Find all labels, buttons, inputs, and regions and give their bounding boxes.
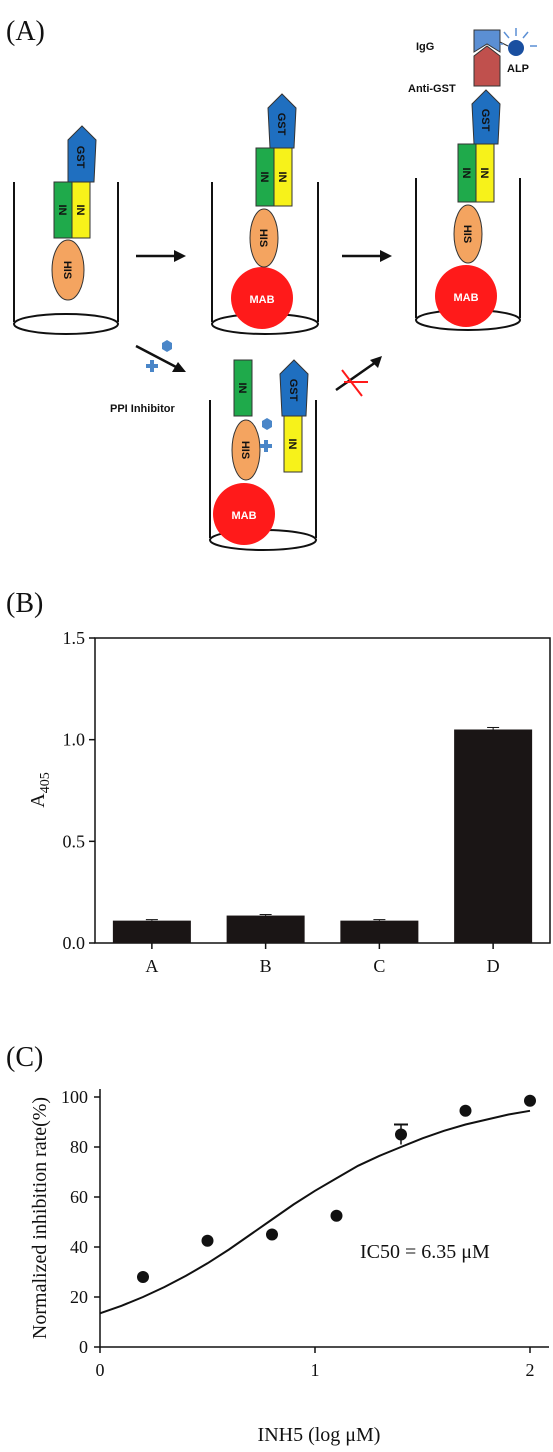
x-tick-label: A: [145, 956, 158, 976]
x-tick-label: 2: [526, 1360, 535, 1380]
blocked-arrow: [335, 356, 382, 397]
plot-frame: [94, 637, 551, 944]
mab-bead-2: [231, 267, 293, 329]
data-point: [459, 1104, 472, 1117]
his-label-2: HIS: [257, 229, 269, 247]
in-label-4b: IN: [286, 439, 298, 450]
anti-gst-label: Anti-GST: [408, 83, 456, 95]
mab-label-3: MAB: [453, 292, 478, 304]
gst-tag-2: [267, 93, 297, 149]
tube-4: MAB HIS IN IN GST: [209, 359, 317, 551]
x-axis-title: INH5 (log μM): [258, 1424, 381, 1446]
in-label-2a: IN: [258, 172, 270, 183]
y-tick-label: 1.5: [63, 628, 86, 648]
his-label-3: HIS: [461, 225, 473, 243]
y-tick-label: 60: [70, 1187, 88, 1207]
in-label-3b: IN: [478, 168, 490, 179]
panel-b-label: (B): [6, 588, 43, 619]
his-label-1: HIS: [61, 261, 73, 279]
data-point: [395, 1128, 407, 1141]
x-tick-label: 0: [96, 1360, 105, 1380]
gst-label-2: GST: [275, 113, 287, 136]
panel-c-label: (C): [6, 1042, 43, 1073]
alp-enzyme: [508, 40, 524, 56]
gst-tag-3: [471, 89, 501, 145]
in-green-4: [233, 359, 253, 417]
in-label-1a: IN: [56, 205, 68, 216]
tube-3: MAB HIS IN IN GST IgG ALP Anti-GST: [408, 28, 537, 331]
data-point: [524, 1094, 536, 1107]
arrow-right-1: [136, 250, 186, 262]
bar-D: [454, 729, 533, 943]
inhibitor-arrow: PPI Inhibitor: [110, 340, 186, 415]
igg-label: IgG: [416, 41, 434, 53]
y-axis-title-c: Normalized inhibition rate(%): [29, 1097, 51, 1339]
mab-label-2: MAB: [249, 294, 274, 306]
in-label-3a: IN: [460, 168, 472, 179]
mab-bead-3: [435, 265, 497, 327]
x-tick-label: D: [487, 956, 500, 976]
gst-label-3: GST: [479, 109, 491, 132]
his-tag-1: [51, 239, 85, 301]
alp-label: ALP: [507, 63, 529, 75]
data-point: [137, 1271, 149, 1283]
bar-chart: 0.0 0.5 1.0 1.5 A B C D A405: [27, 628, 551, 976]
inhibitor-hexagon-2: [262, 418, 272, 430]
igg-antibody: [473, 29, 501, 53]
dose-response-chart: 0 20 40 60 80 100 0 1 2 IC50 = 6.35 μM INH5 (lo…: [29, 1087, 549, 1446]
inhibitor-hexagon-1: [162, 340, 172, 352]
data-point: [201, 1234, 214, 1247]
bar-A: [112, 920, 191, 943]
tube-1: HIS IN IN GST: [13, 125, 119, 335]
in-label-4a: IN: [236, 383, 248, 394]
ppi-inhibitor-label: PPI Inhibitor: [110, 403, 175, 415]
panel-a-label: (A): [6, 16, 45, 47]
y-tick-label: 20: [70, 1287, 88, 1307]
alp-glow: [500, 28, 537, 47]
x-tick-label: B: [260, 956, 272, 976]
arrow-right-2: [342, 250, 392, 262]
fit-curve: [99, 1109, 531, 1315]
in-label-2b: IN: [276, 172, 288, 183]
anti-gst-antibody: [473, 45, 501, 87]
tube-2: MAB HIS IN IN GST: [211, 93, 319, 335]
data-point: [330, 1209, 343, 1222]
gst-label-4: GST: [287, 379, 299, 402]
his-tag-2: [249, 208, 279, 268]
x-tick-label: 1: [311, 1360, 320, 1380]
y-tick-label: 40: [70, 1237, 88, 1257]
bar-C: [340, 920, 419, 943]
gst-tag-4: [279, 359, 309, 417]
inhibitor-cross-2: [260, 440, 272, 452]
gst-label-1: GST: [74, 146, 86, 169]
mab-bead-4: [213, 483, 275, 545]
y-tick-label: 1.0: [63, 730, 86, 750]
y-axis-title: A405: [27, 772, 53, 807]
gst-tag-1: [67, 125, 97, 183]
mab-label-4: MAB: [231, 510, 256, 522]
bar-B: [226, 915, 305, 943]
his-label-4: HIS: [239, 441, 251, 459]
x-tick-label: C: [373, 956, 385, 976]
y-tick-label: 100: [61, 1087, 88, 1107]
ic50-annotation: IC50 = 6.35 μM: [360, 1241, 490, 1263]
inhibitor-cross-1: [146, 360, 158, 372]
y-tick-label: 0: [79, 1337, 88, 1357]
y-tick-label: 80: [70, 1137, 88, 1157]
his-tag-3: [453, 204, 483, 264]
y-tick-label: 0.5: [63, 831, 86, 851]
data-point: [266, 1228, 278, 1241]
in-label-1b: IN: [74, 205, 86, 216]
his-tag-4: [231, 419, 261, 481]
y-tick-label: 0.0: [63, 933, 86, 953]
